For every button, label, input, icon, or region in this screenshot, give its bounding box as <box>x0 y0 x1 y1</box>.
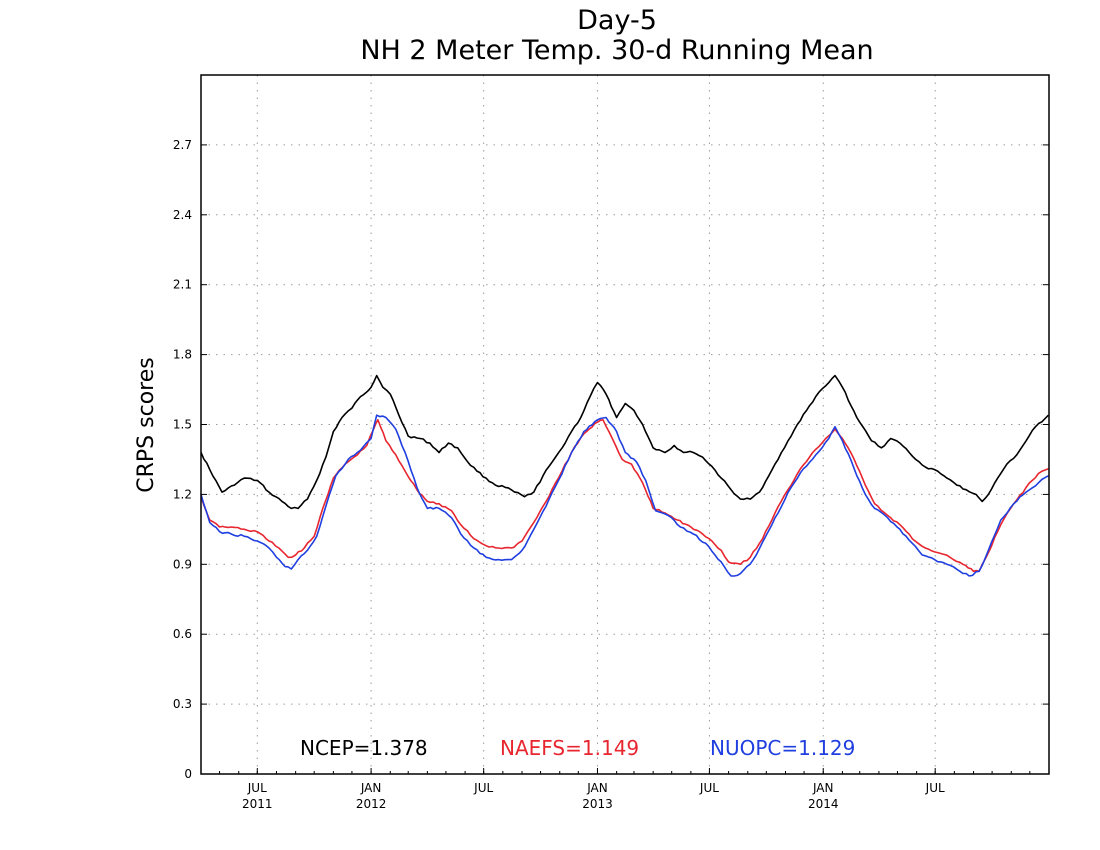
x-tick-month-label: JAN <box>812 781 834 795</box>
y-tick-label: 1.5 <box>173 418 192 432</box>
y-tick-label: 2.7 <box>173 138 192 152</box>
x-tick-year-label: 2013 <box>582 797 613 811</box>
series-lines <box>200 374 1049 577</box>
x-tick-year-label: 2014 <box>808 797 839 811</box>
x-tick-month-label: JAN <box>586 781 608 795</box>
x-tick-month-label: JUL <box>925 781 945 795</box>
x-tick-year-label: 2012 <box>356 797 387 811</box>
x-tick-year-label: 2011 <box>242 797 273 811</box>
legend-nuopc: NUOPC=1.129 <box>710 736 855 760</box>
legend-ncep: NCEP=1.378 <box>300 736 428 760</box>
y-tick-label: 0 <box>184 767 192 781</box>
x-axis-ticks: JUL 2011 JAN 2012 JUL JAN 2013 JUL JAN 2014 JUL <box>219 768 1031 811</box>
x-tick-month-label: JUL <box>247 781 267 795</box>
y-tick-label: 0.3 <box>173 697 192 711</box>
grid-lines <box>201 75 1049 774</box>
y-tick-label: 0.6 <box>173 627 192 641</box>
y-tick-label: 1.2 <box>173 487 192 501</box>
x-tick-month-label: JUL <box>699 781 719 795</box>
chart-subtitle: NH 2 Meter Temp. 30-d Running Mean <box>360 35 873 66</box>
legend-naefs: NAEFS=1.149 <box>500 736 639 760</box>
y-tick-label: 2.1 <box>173 278 192 292</box>
series-line-naefs <box>200 419 1049 573</box>
x-tick-month-label: JUL <box>473 781 493 795</box>
y-tick-label: 2.4 <box>173 208 192 222</box>
y-tick-label: 0.9 <box>173 557 192 571</box>
series-line-ncep <box>200 374 1049 510</box>
y-axis-label: CRPS scores <box>134 357 159 492</box>
y-tick-label: 1.8 <box>173 348 192 362</box>
series-line-nuopc <box>200 414 1049 577</box>
x-tick-month-label: JAN <box>360 781 382 795</box>
y-axis-ticks: 0 0.3 0.6 0.9 1.2 1.5 1.8 2.1 2.4 2.7 <box>173 138 1049 781</box>
chart-title: Day-5 <box>577 5 657 36</box>
